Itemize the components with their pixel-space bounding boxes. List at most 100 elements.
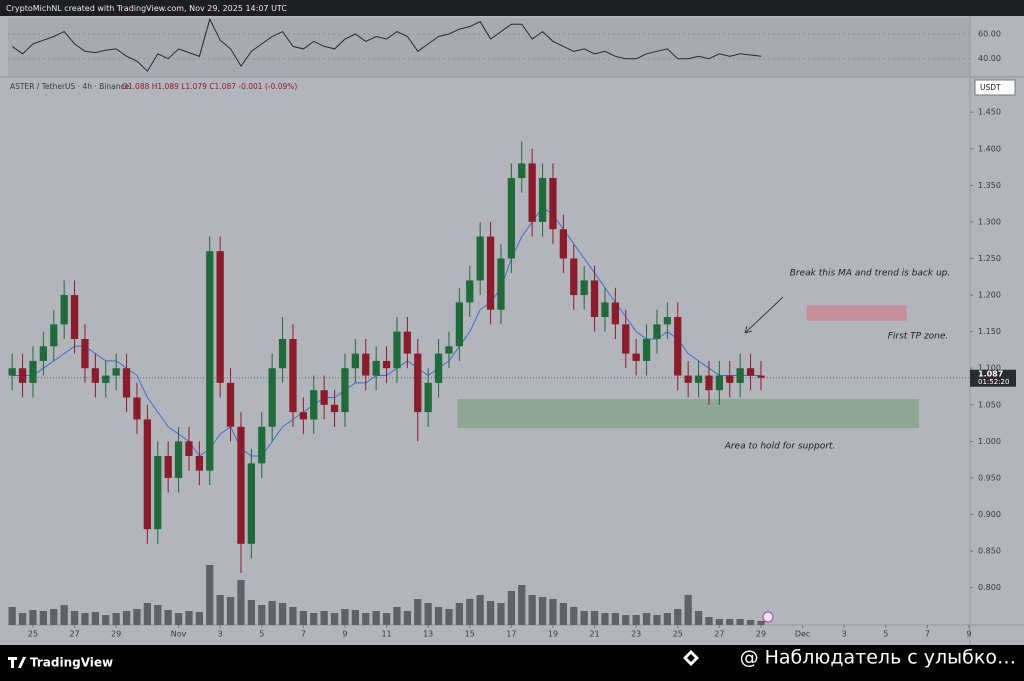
header-text: CryptoMichNL created with TradingView.co… bbox=[6, 4, 287, 13]
volume-bar bbox=[133, 609, 141, 625]
currency-label: USDT bbox=[980, 83, 1001, 92]
candle-body bbox=[736, 368, 744, 383]
candle-body bbox=[258, 426, 266, 464]
candle-body bbox=[414, 353, 422, 413]
candle-body bbox=[289, 338, 297, 413]
candle-body bbox=[497, 258, 505, 310]
candle-body bbox=[39, 346, 47, 361]
volume-bar bbox=[29, 610, 37, 625]
candle-body bbox=[278, 338, 287, 369]
volume-bar bbox=[684, 595, 692, 625]
x-tick-label: 9 bbox=[966, 630, 971, 639]
candle-body bbox=[653, 324, 661, 339]
y-tick-label: 1.150 bbox=[978, 327, 1001, 336]
volume-bar bbox=[247, 600, 255, 625]
y-tick-label: 1.200 bbox=[978, 291, 1001, 300]
candle-body bbox=[518, 163, 526, 179]
rsi-tick-label: 60.00 bbox=[978, 30, 1001, 39]
plot: 0.800 0.850 0.900 0.950 1.000 1.050 1.100 1.150… bbox=[8, 17, 1016, 639]
rsi-tick-label: 40.00 bbox=[978, 54, 1001, 63]
candle-body bbox=[549, 178, 557, 230]
zone bbox=[457, 398, 920, 429]
volume-bar bbox=[570, 607, 578, 625]
candle-body bbox=[29, 360, 37, 383]
volume-bar bbox=[91, 612, 99, 625]
zone bbox=[806, 305, 907, 321]
volume-bar bbox=[611, 613, 619, 625]
candle-body bbox=[8, 368, 16, 376]
annotation-arrow bbox=[744, 296, 784, 334]
volume-bar bbox=[601, 613, 609, 625]
candle-body bbox=[372, 360, 380, 376]
volume-bar bbox=[70, 611, 79, 625]
x-tick-label: Dec bbox=[795, 630, 810, 639]
candle-body bbox=[403, 331, 411, 354]
candle-body bbox=[601, 302, 609, 318]
candle-body bbox=[154, 456, 162, 530]
footer-bar bbox=[0, 645, 1024, 681]
volume-bar bbox=[736, 619, 744, 625]
candle-body bbox=[174, 441, 183, 478]
candle-body bbox=[268, 368, 276, 427]
volume-bar bbox=[590, 611, 599, 625]
x-tick-label: 9 bbox=[342, 630, 347, 639]
candle-body bbox=[538, 178, 547, 222]
volume-bar bbox=[757, 621, 765, 625]
y-tick-label: 0.950 bbox=[978, 473, 1001, 482]
volume-bar bbox=[580, 611, 588, 625]
candle-body bbox=[310, 390, 318, 420]
candle-body bbox=[320, 390, 328, 405]
x-tick-label: 19 bbox=[548, 630, 558, 639]
volume-bar bbox=[60, 605, 68, 625]
volume-bar bbox=[8, 607, 16, 625]
candle-body bbox=[237, 426, 245, 544]
volume-bar bbox=[102, 615, 110, 625]
volume-bar bbox=[310, 613, 318, 625]
volume-bar bbox=[18, 613, 27, 625]
volume-bar bbox=[195, 612, 203, 625]
y-tick-label: 1.050 bbox=[978, 400, 1001, 409]
volume-bar bbox=[746, 620, 755, 625]
y-tick-label: 1.100 bbox=[978, 364, 1001, 373]
x-tick-label: 21 bbox=[589, 630, 599, 639]
candle-body bbox=[486, 236, 495, 310]
x-tick-label: 27 bbox=[714, 630, 724, 639]
candle-body bbox=[705, 375, 713, 391]
candle-body bbox=[632, 353, 640, 361]
candle-body bbox=[684, 375, 692, 383]
currency-box bbox=[974, 79, 1016, 96]
volume-bar bbox=[445, 609, 453, 625]
volume-bar bbox=[174, 613, 183, 625]
candle-body bbox=[455, 302, 463, 347]
candle-body bbox=[434, 353, 443, 383]
y-tick-label: 1.300 bbox=[978, 217, 1001, 226]
candle-body bbox=[622, 324, 630, 354]
candle-body bbox=[445, 346, 453, 354]
candle-body bbox=[81, 338, 89, 369]
symbol-legend: ASTER / TetherUS · 4h · Binance bbox=[10, 82, 130, 91]
volume-bar bbox=[393, 607, 401, 625]
volume-bar bbox=[81, 613, 89, 625]
volume-bar bbox=[642, 613, 651, 625]
volume-bar bbox=[143, 603, 151, 625]
candle-body bbox=[746, 368, 755, 376]
volume-bar bbox=[632, 615, 640, 625]
candle-body bbox=[341, 368, 349, 413]
volume-bar bbox=[466, 599, 474, 625]
candle-body bbox=[247, 463, 255, 544]
candle-body bbox=[226, 382, 235, 427]
candle-body bbox=[611, 302, 619, 325]
x-tick-label: 3 bbox=[218, 630, 223, 639]
volume-bar bbox=[559, 603, 567, 625]
volume-bar bbox=[414, 599, 422, 625]
x-tick-label: 29 bbox=[756, 630, 766, 639]
x-tick-label: 7 bbox=[925, 630, 930, 639]
x-tick-label: 23 bbox=[631, 630, 641, 639]
candle-body bbox=[715, 375, 723, 391]
volume-bar bbox=[424, 603, 432, 625]
candle-body bbox=[663, 317, 671, 325]
volume-bar bbox=[330, 613, 339, 625]
volume-bar bbox=[497, 603, 505, 625]
x-tick-label: 25 bbox=[673, 630, 683, 639]
